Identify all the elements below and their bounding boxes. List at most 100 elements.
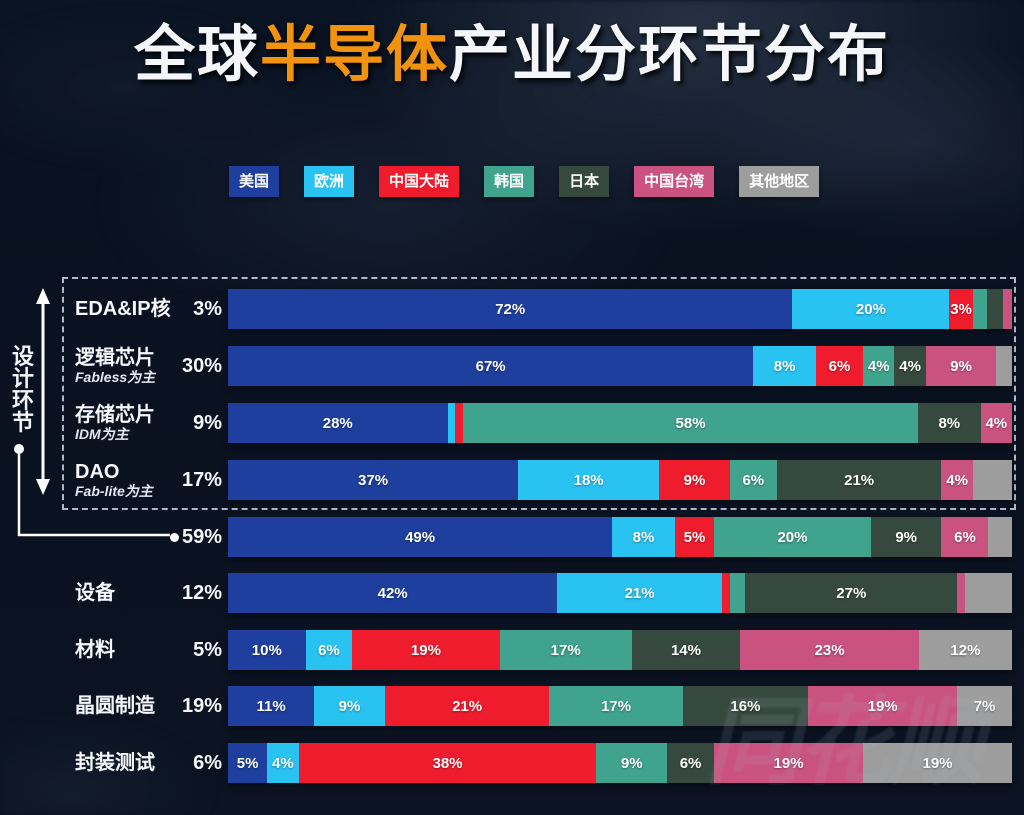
bar-segment-3	[729, 573, 746, 613]
row-label: 封装测试	[75, 752, 155, 774]
row-name: 材料	[75, 639, 115, 661]
row-label: EDA&IP核	[75, 298, 171, 320]
share-value: 19%	[181, 694, 222, 717]
bar-segment-1: 4%	[267, 743, 299, 783]
share-value: 17%	[181, 468, 222, 491]
bar-segment-0: 49%	[228, 517, 613, 557]
bar-segment-4: 4%	[894, 346, 926, 386]
stacked-bar: 49% 8% 5% 20% 9% 6%	[228, 517, 1012, 557]
bar-segment-5	[1002, 289, 1012, 329]
bar-segment-5: 9%	[925, 346, 997, 386]
bar-segment-0: 42%	[228, 573, 558, 613]
vertical-label-char: 环	[11, 388, 34, 413]
row-share-percent: 30%	[130, 346, 222, 386]
bar-segment-0: 72%	[228, 289, 793, 329]
bar-segment-5: 6%	[941, 517, 989, 557]
design-group-dashed-box	[62, 277, 1016, 510]
bar-segment-5: 19%	[808, 686, 958, 726]
share-value: 5%	[193, 638, 222, 661]
bar-segment-1	[447, 403, 456, 443]
bar-segment-4: 9%	[870, 517, 942, 557]
bar-segment-2: 6%	[816, 346, 864, 386]
bar-segment-0: 67%	[228, 346, 754, 386]
chart-row-1: 逻辑芯片 Fabless为主 30% 67% 8% 6% 4% 4% 9%	[0, 346, 1024, 386]
row-label: 设备	[75, 582, 115, 604]
bar-segment-3: 17%	[549, 686, 683, 726]
bar-segment-2	[455, 403, 464, 443]
bar-segment-4: 16%	[682, 686, 809, 726]
stacked-bar: 5% 4% 38% 9% 6% 19% 19%	[228, 743, 1012, 783]
bar-segment-0: 37%	[228, 460, 519, 500]
row-share-percent: 19%	[130, 686, 222, 726]
bar-segment-2: 5%	[674, 517, 715, 557]
bar-segment-6	[996, 346, 1013, 386]
row-name: 封装测试	[75, 752, 155, 774]
legend-item-5: 中国台湾	[634, 166, 715, 197]
bar-segment-4: 27%	[745, 573, 958, 613]
legend-item-3: 韩国	[484, 166, 535, 197]
legend-item-6: 其他地区	[739, 166, 820, 197]
bar-segment-4: 8%	[917, 403, 981, 443]
bar-segment-3	[972, 289, 987, 329]
chart-row-5: 设备 12% 42% 21% 27%	[0, 573, 1024, 613]
bar-segment-1: 20%	[792, 289, 950, 329]
bar-segment-6	[988, 517, 1012, 557]
stacked-bar: 42% 21% 27%	[228, 573, 1013, 613]
bar-segment-3: 17%	[499, 630, 632, 670]
title-highlight: 半导体	[259, 20, 449, 88]
row-label: 材料	[75, 639, 115, 661]
bar-segment-1: 18%	[518, 460, 660, 500]
row-share-percent: 59%	[130, 517, 222, 557]
stacked-bar: 10% 6% 19% 17% 14% 23% 12%	[228, 630, 1012, 670]
row-share-percent: 5%	[130, 630, 222, 670]
bar-segment-1: 6%	[305, 630, 353, 670]
bar-segment-4: 6%	[667, 743, 715, 783]
chart-row-3: DAO Fab-lite为主 17% 37% 18% 9% 6% 21% 4%	[0, 460, 1024, 500]
vertical-label-char: 设	[11, 344, 34, 369]
title-part1: 全球	[133, 20, 260, 88]
row-name: 存储芯片	[75, 404, 155, 426]
legend-item-0: 美国	[229, 166, 280, 197]
row-label: 晶圆制造	[75, 695, 155, 717]
row-subtitle: Fabless为主	[75, 369, 156, 385]
chart-row-8: 封装测试 6% 5% 4% 38% 9% 6% 19% 19%	[0, 743, 1024, 783]
bar-segment-4	[986, 289, 1003, 329]
stacked-bar: 67% 8% 6% 4% 4% 9%	[228, 346, 1013, 386]
bar-segment-0: 28%	[228, 403, 448, 443]
bar-segment-3: 20%	[714, 517, 871, 557]
bar-segment-3: 4%	[863, 346, 895, 386]
watermark: 同花顺	[705, 689, 985, 796]
share-value: 9%	[193, 411, 222, 434]
legend-item-4: 日本	[559, 166, 610, 197]
bar-segment-1: 21%	[557, 573, 722, 613]
row-name: 逻辑芯片	[75, 347, 155, 369]
bar-segment-6: 12%	[918, 630, 1012, 670]
chart-row-2: 存储芯片 IDM为主 9% 28% 58% 8% 4%	[0, 403, 1024, 443]
bar-segment-3: 9%	[596, 743, 668, 783]
bar-segment-5	[957, 573, 965, 613]
bar-segment-4: 21%	[776, 460, 942, 500]
bar-segment-6: 19%	[863, 743, 1012, 783]
legend-item-2: 中国大陆	[379, 166, 460, 197]
row-share-percent: 9%	[130, 403, 222, 443]
bar-segment-5: 4%	[980, 403, 1012, 443]
bar-segment-5: 19%	[714, 743, 864, 783]
page-title: 全球半导体产业分环节分布	[0, 4, 1024, 93]
bar-segment-1: 8%	[753, 346, 816, 386]
stacked-bar: 72% 20% 3%	[228, 289, 1012, 329]
row-share-percent: 17%	[130, 460, 222, 500]
legend: 美国 欧洲 中国大陆 韩国 日本 中国台湾 其他地区	[229, 166, 820, 197]
row-label: DAO Fab-lite为主	[75, 461, 153, 499]
row-share-percent: 6%	[130, 743, 222, 783]
bar-segment-2: 21%	[384, 686, 550, 726]
bar-segment-0: 5%	[228, 743, 268, 783]
row-name: DAO	[75, 461, 120, 483]
row-name: 设备	[75, 582, 115, 604]
bar-segment-5: 23%	[740, 630, 919, 670]
bar-segment-0: 11%	[228, 686, 315, 726]
design-group-vertical-label: 设计环节	[10, 346, 36, 434]
stacked-bar: 28% 58% 8% 4%	[228, 403, 1012, 443]
bar-segment-4: 14%	[631, 630, 741, 670]
